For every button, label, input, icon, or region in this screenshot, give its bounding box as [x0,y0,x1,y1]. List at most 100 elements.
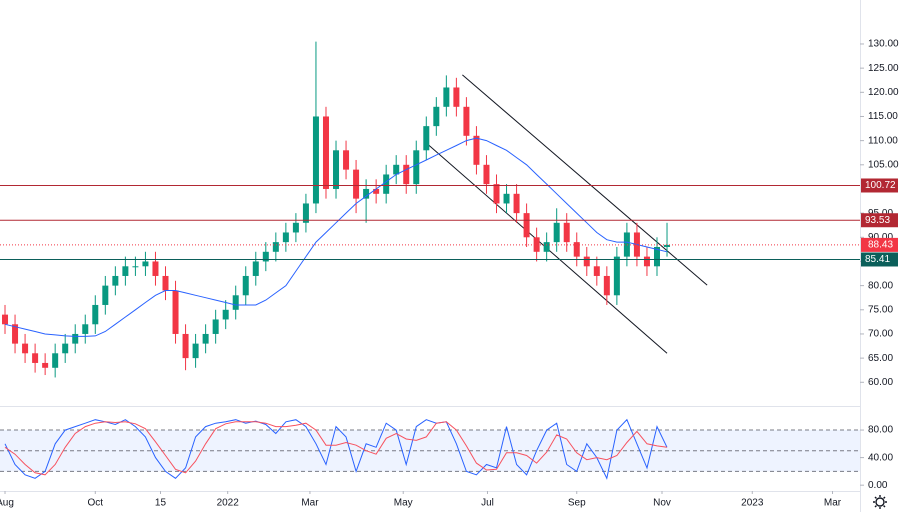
candle-body [2,314,9,325]
candle-body [653,246,660,267]
candle-body [453,87,460,107]
candle-body [513,193,520,214]
trendline [462,74,708,286]
plot-area [2,41,708,378]
candle-body [533,237,540,252]
candle-body [222,309,229,320]
candle-body [182,333,189,359]
candle-body [162,275,169,291]
candle-body [322,116,329,189]
candle-body [493,184,500,204]
candle-body [232,295,239,310]
candle-body [22,343,29,354]
candle-body [593,266,600,276]
x-tick-label: Nov [653,498,671,509]
y-tick-label: 90.00 [868,232,893,243]
candle-body [112,275,119,286]
candle-body [172,290,179,334]
candle-body [282,232,289,243]
candle-body [343,150,350,170]
candle-body [12,324,19,344]
candle-body [473,135,480,165]
x-tick-label: 15 [155,498,167,509]
y-tick-label: 40.00 [868,452,893,463]
candle-body [523,213,530,238]
candle-body [463,106,470,136]
x-tick-label: Sep [568,498,586,509]
moving-average [4,137,668,337]
candle-body [483,164,490,185]
candle-body [72,333,79,344]
candle-body [443,87,450,107]
candle-body [242,275,249,296]
candle-body [52,353,59,368]
last-price-label: 88.43 [868,240,893,251]
candle-body [82,324,89,334]
y-tick-label: 115.00 [868,111,898,122]
candle-body [503,193,510,204]
y-tick-label: 80.00 [868,425,893,436]
y-tick-label: 105.00 [868,159,899,170]
candle-body [643,256,650,267]
candle-body [373,188,380,194]
candle-body [262,251,269,262]
price-label: 85.41 [865,254,890,265]
candle-body [573,242,580,257]
gear-teeth [873,495,887,509]
candle-body [312,116,319,204]
y-tick-label: 70.00 [868,329,893,340]
candle-body [202,333,209,344]
settings-icon[interactable] [873,495,887,509]
x-tick-label: 2022 [217,498,240,509]
candle-body [664,244,671,247]
candle-body [623,232,630,257]
candle-body [102,285,109,305]
candle-body [413,150,420,185]
candle-body [302,203,309,223]
candle-body [363,188,370,199]
candle-body [543,242,550,252]
price-label-box [861,252,898,267]
candle-body [122,266,129,276]
candle-body [403,164,410,185]
candle-body [393,164,400,175]
x-tick-label: Oct [88,498,104,509]
candle-body [92,304,99,325]
x-tick-label: May [394,498,413,509]
candle-body [563,222,570,243]
candle-body [292,222,299,233]
candle-body [423,126,430,151]
candle-body [212,319,219,334]
y-tick-label: 110.00 [868,135,898,146]
price-label-box [861,237,898,252]
price-label: 100.72 [865,180,896,191]
candle-body [383,174,390,194]
candle-body [583,256,590,267]
candle-body [192,343,199,359]
y-tick-label: 125.00 [868,63,899,74]
y-tick-label: 80.00 [868,280,893,291]
candle-body [142,261,149,267]
oscillator-line [4,418,668,480]
candle-body [132,266,139,268]
candle-body [613,256,620,296]
candle-body [152,261,159,276]
y-tick-label: 120.00 [868,87,899,98]
y-tick-label: 75.00 [868,304,893,315]
y-tick-label: 60.00 [868,377,893,388]
price-label-box [861,213,898,228]
candle-body [32,353,39,363]
candle-body [603,275,610,296]
gear-ring [875,497,885,507]
candle-body [252,261,259,276]
y-tick-label: 65.00 [868,353,893,364]
candle-body [42,362,49,368]
x-tick-label: Jul [481,498,494,509]
oscillator-line [4,421,668,476]
candle-body [433,106,440,127]
x-tick-label: Aug [0,498,14,509]
price-label: 93.53 [865,215,890,226]
price-label-box [861,178,898,193]
candle-body [333,150,340,189]
candle-body [62,343,69,354]
